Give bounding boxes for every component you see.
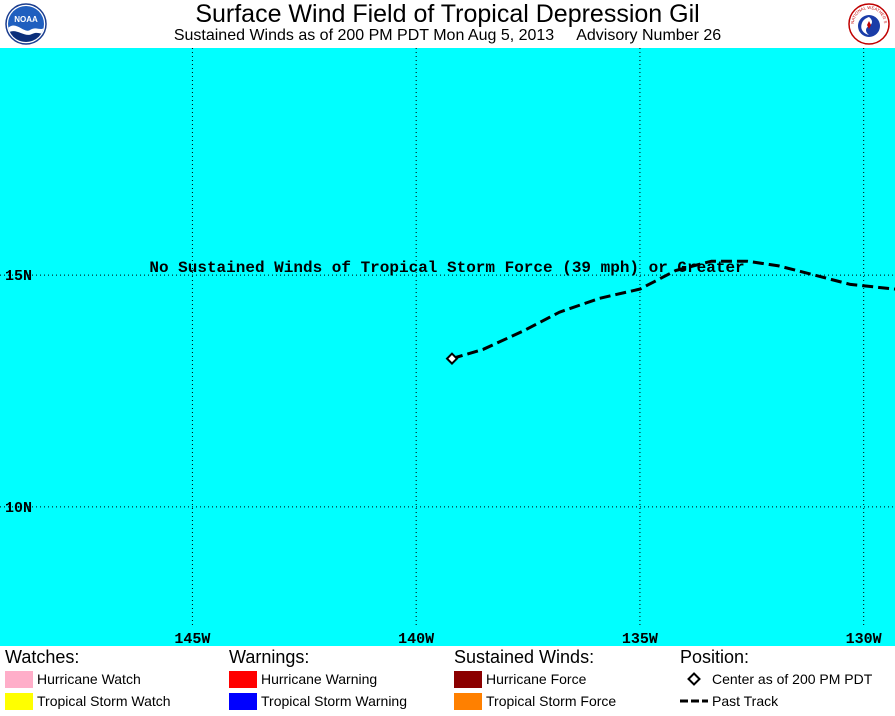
hurricane-warning-label: Hurricane Warning <box>261 671 378 687</box>
ocean-area <box>0 48 895 646</box>
legend-item-hurricane-watch: Hurricane Watch <box>5 668 171 690</box>
legend-warnings: Warnings: Hurricane Warning Tropical Sto… <box>229 646 407 712</box>
legend: Watches: Hurricane Watch Tropical Storm … <box>0 646 895 716</box>
past-track-dash-icon <box>680 698 708 704</box>
center-label: Center as of 200 PM PDT <box>712 671 873 687</box>
tropical-storm-watch-swatch <box>5 692 33 710</box>
map-subtitle: Sustained Winds as of 200 PM PDT Mon Aug… <box>0 26 895 46</box>
hurricane-force-label: Hurricane Force <box>486 671 587 687</box>
hurricane-warning-swatch <box>229 670 257 688</box>
legend-item-tropical-storm-force: Tropical Storm Force <box>454 690 616 712</box>
graticule <box>0 48 895 628</box>
tropical-storm-watch-label: Tropical Storm Watch <box>37 693 171 709</box>
legend-sustained-winds: Sustained Winds: Hurricane Force Tropica… <box>454 646 616 712</box>
past-track-label: Past Track <box>712 693 779 709</box>
tropical-storm-warning-swatch <box>229 692 257 710</box>
legend-item-center: Center as of 200 PM PDT <box>680 668 872 690</box>
legend-watches-heading: Watches: <box>5 647 80 667</box>
longitude-label: 140W <box>398 631 434 646</box>
header: Surface Wind Field of Tropical Depressio… <box>0 0 895 48</box>
legend-position: Position: Center as of 200 PM PDT Past T… <box>680 646 872 712</box>
longitude-label: 130W <box>846 631 882 646</box>
subtitle-valid-time: Sustained Winds as of 200 PM PDT Mon Aug… <box>173 27 555 44</box>
legend-winds-heading: Sustained Winds: <box>454 647 595 667</box>
noaa-logo: NOAA <box>5 3 47 45</box>
legend-item-hurricane-force: Hurricane Force <box>454 668 616 690</box>
hurricane-force-swatch <box>454 670 482 688</box>
latitude-label: 10N <box>5 500 32 517</box>
nws-logo: NATIONAL WEATHER SERVICE <box>848 3 890 45</box>
hurricane-watch-label: Hurricane Watch <box>37 671 141 687</box>
past-track-line <box>451 259 895 361</box>
no-tropical-storm-winds-message: No Sustained Winds of Tropical Storm For… <box>149 259 744 277</box>
subtitle-advisory: Advisory Number 26 <box>576 27 722 44</box>
legend-item-hurricane-warning: Hurricane Warning <box>229 668 407 690</box>
legend-position-heading: Position: <box>680 647 750 667</box>
longitude-label: 135W <box>622 631 658 646</box>
tropical-storm-force-label: Tropical Storm Force <box>486 693 617 709</box>
legend-watches: Watches: Hurricane Watch Tropical Storm … <box>5 646 171 712</box>
noaa-logo-text: NOAA <box>14 15 38 24</box>
latitude-labels: 15N 10N <box>5 268 32 517</box>
storm-center-marker <box>445 352 459 365</box>
legend-item-tropical-storm-warning: Tropical Storm Warning <box>229 690 407 712</box>
longitude-labels: 145W 140W 135W 130W <box>174 631 881 646</box>
legend-warnings-heading: Warnings: <box>229 647 310 667</box>
center-diamond-icon <box>680 672 708 686</box>
wind-field-map: 15N 10N 145W 140W 135W 130W No Sustained Win… <box>0 48 895 646</box>
latitude-label: 15N <box>5 268 32 285</box>
legend-item-past-track: Past Track <box>680 690 872 712</box>
longitude-label: 145W <box>174 631 210 646</box>
hurricane-watch-swatch <box>5 670 33 688</box>
map-title: Surface Wind Field of Tropical Depressio… <box>195 0 700 28</box>
legend-item-tropical-storm-watch: Tropical Storm Watch <box>5 690 171 712</box>
tropical-storm-force-swatch <box>454 692 482 710</box>
tropical-storm-warning-label: Tropical Storm Warning <box>261 693 408 709</box>
